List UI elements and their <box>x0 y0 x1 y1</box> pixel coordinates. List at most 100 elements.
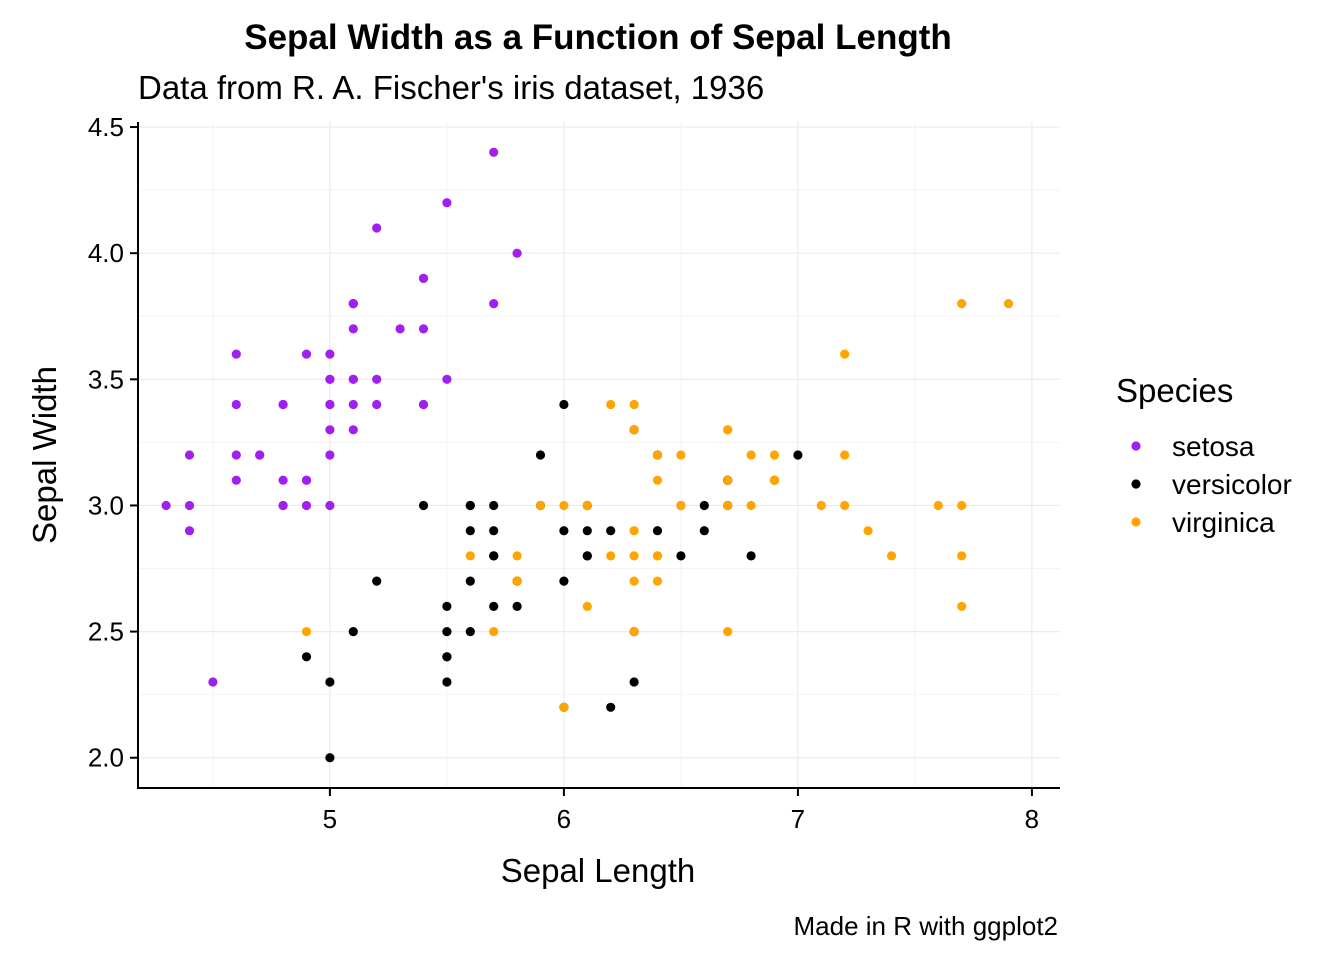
legend-key-setosa <box>1131 441 1141 451</box>
data-point-setosa <box>512 248 522 258</box>
data-point-versicolor <box>325 677 335 687</box>
data-point-setosa <box>161 500 171 511</box>
data-point-versicolor <box>489 551 499 561</box>
data-point-virginica <box>606 399 616 410</box>
data-point-versicolor <box>348 627 358 637</box>
x-tick-label: 8 <box>1025 804 1039 834</box>
y-tick-label: 4.0 <box>88 238 124 268</box>
data-point-versicolor <box>559 526 569 536</box>
data-point-versicolor <box>699 526 709 536</box>
data-point-setosa <box>489 147 499 157</box>
data-point-setosa <box>325 450 335 460</box>
x-tick-label: 7 <box>791 804 805 834</box>
data-point-virginica <box>652 475 663 485</box>
data-point-virginica <box>582 500 592 511</box>
legend-title: Species <box>1116 372 1233 409</box>
data-point-virginica <box>863 526 873 536</box>
data-point-versicolor <box>442 652 452 662</box>
data-point-setosa <box>278 500 288 511</box>
data-point-setosa <box>489 299 499 309</box>
data-point-virginica <box>723 627 733 637</box>
data-point-versicolor <box>746 551 756 561</box>
data-point-setosa <box>348 299 358 309</box>
data-point-virginica <box>957 551 967 561</box>
data-point-virginica <box>676 500 686 511</box>
data-point-virginica <box>535 500 546 511</box>
data-point-versicolor <box>465 576 475 586</box>
data-point-virginica <box>769 475 780 485</box>
data-point-setosa <box>442 198 452 208</box>
x-tick-label: 6 <box>557 804 571 834</box>
data-point-versicolor <box>442 601 452 612</box>
legend: Species setosa versicolor virginica <box>1116 372 1292 538</box>
data-point-versicolor <box>325 753 335 763</box>
data-point-versicolor <box>582 551 592 561</box>
data-point-virginica <box>676 450 686 460</box>
data-point-setosa <box>348 324 358 334</box>
data-point-virginica <box>840 500 850 511</box>
data-point-virginica <box>723 475 733 485</box>
data-point-setosa <box>372 374 382 384</box>
data-point-virginica <box>746 500 756 511</box>
data-point-setosa <box>325 500 335 511</box>
data-point-versicolor <box>489 601 499 612</box>
data-point-virginica <box>629 576 639 586</box>
data-point-setosa <box>372 223 382 233</box>
data-point-setosa <box>325 374 335 384</box>
data-point-setosa <box>301 500 312 511</box>
data-point-virginica <box>652 551 663 561</box>
data-point-setosa <box>278 399 288 410</box>
data-point-setosa <box>418 273 429 283</box>
data-point-versicolor <box>559 576 569 586</box>
data-point-virginica <box>840 349 850 359</box>
legend-label-setosa: setosa <box>1172 431 1255 462</box>
data-point-virginica <box>559 702 569 712</box>
data-point-virginica <box>769 450 780 460</box>
data-point-setosa <box>231 349 241 359</box>
data-point-virginica <box>723 500 733 511</box>
grid <box>138 122 1060 788</box>
data-point-virginica <box>512 576 522 586</box>
data-point-virginica <box>957 601 967 612</box>
data-point-versicolor <box>535 450 546 460</box>
data-point-setosa <box>255 450 265 460</box>
data-point-virginica <box>933 500 943 511</box>
data-point-setosa <box>348 374 358 384</box>
data-point-versicolor <box>629 677 639 687</box>
data-point-versicolor <box>676 551 686 561</box>
data-point-virginica <box>465 551 475 561</box>
data-point-versicolor <box>512 601 522 612</box>
data-point-versicolor <box>301 652 312 662</box>
data-point-versicolor <box>418 500 429 511</box>
data-point-virginica <box>723 425 733 435</box>
data-point-setosa <box>418 324 429 334</box>
y-tick-label: 3.0 <box>88 490 124 520</box>
legend-label-versicolor: versicolor <box>1172 469 1292 500</box>
legend-items: setosa versicolor virginica <box>1131 431 1292 538</box>
data-point-setosa <box>348 425 358 435</box>
data-point-virginica <box>1003 299 1014 309</box>
legend-key-virginica <box>1131 517 1141 527</box>
data-point-versicolor <box>372 576 382 586</box>
data-point-setosa <box>184 500 195 511</box>
data-point-virginica <box>957 299 967 309</box>
data-point-versicolor <box>606 526 616 536</box>
data-point-versicolor <box>442 677 452 687</box>
data-point-virginica <box>301 627 312 637</box>
data-point-virginica <box>746 450 756 460</box>
data-point-versicolor <box>793 450 803 460</box>
data-point-virginica <box>816 500 826 511</box>
data-point-setosa <box>348 399 358 410</box>
x-axis-ticks: 5 6 7 8 <box>323 788 1039 834</box>
data-point-setosa <box>301 475 312 485</box>
x-tick-label: 5 <box>323 804 337 834</box>
data-point-setosa <box>231 450 241 460</box>
legend-key-versicolor <box>1131 479 1141 489</box>
data-point-virginica <box>629 399 639 410</box>
data-point-versicolor <box>652 526 663 536</box>
data-point-virginica <box>559 500 569 511</box>
data-point-virginica <box>652 450 663 460</box>
data-points <box>161 147 1014 763</box>
data-point-setosa <box>325 349 335 359</box>
